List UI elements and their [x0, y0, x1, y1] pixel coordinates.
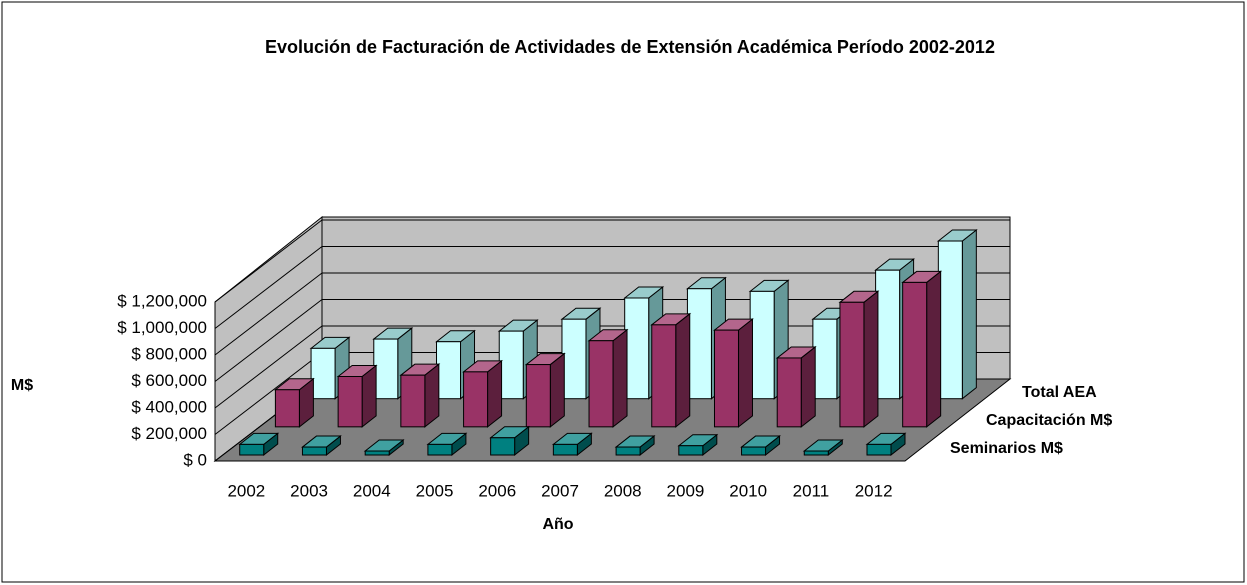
- y-tick-label: $ 0: [183, 450, 207, 469]
- legend-label: Total AEA: [1022, 384, 1097, 401]
- bar-front: [624, 297, 650, 400]
- bar: [399, 363, 441, 428]
- x-tick-label: 2002: [227, 481, 265, 500]
- bar-front: [400, 374, 426, 428]
- bar-side: [737, 318, 753, 428]
- bar-front: [776, 357, 802, 428]
- bar-side: [800, 345, 816, 428]
- bar: [238, 432, 280, 457]
- bar-front: [803, 450, 829, 456]
- bar: [775, 345, 817, 428]
- plot: [214, 219, 1010, 462]
- x-tick-label: 2010: [729, 481, 767, 500]
- y-tick-label: $ 200,000: [131, 424, 207, 443]
- bar: [740, 435, 781, 457]
- bar-side: [863, 290, 879, 428]
- bar-side: [961, 228, 977, 400]
- bar-front: [866, 443, 892, 456]
- bar: [650, 312, 692, 428]
- bar-front: [364, 450, 390, 456]
- bar: [372, 327, 414, 400]
- legend-label: Seminarios M$: [950, 440, 1063, 457]
- bar-front: [749, 290, 775, 400]
- bar-front: [490, 437, 516, 456]
- bar-front: [713, 329, 739, 428]
- bar-front: [615, 446, 641, 456]
- bar-front: [812, 318, 838, 400]
- bar-front: [686, 288, 712, 400]
- y-tick-label: $ 800,000: [131, 344, 207, 363]
- grid-line: [214, 272, 323, 356]
- bar: [838, 290, 880, 428]
- bar-front: [651, 324, 677, 428]
- x-tick-label: 2003: [290, 481, 328, 500]
- bar: [462, 359, 504, 428]
- x-tick-label: 2012: [855, 481, 893, 500]
- bar-front: [561, 318, 587, 400]
- bar-front: [427, 443, 453, 456]
- bar: [426, 432, 468, 457]
- bar: [901, 270, 943, 428]
- bar-front: [875, 269, 901, 400]
- bar-front: [741, 446, 767, 456]
- bar-front: [310, 347, 336, 400]
- x-tick-label: 2005: [416, 481, 454, 500]
- bar-front: [463, 371, 489, 428]
- y-tick-label: $ 400,000: [131, 397, 207, 416]
- grid-line: [214, 325, 323, 409]
- bar: [936, 228, 978, 400]
- x-tick-label: 2004: [353, 481, 391, 500]
- bar: [865, 432, 907, 457]
- x-tick-label: 2009: [667, 481, 705, 500]
- x-tick-label: 2011: [793, 481, 830, 500]
- chart-title: Evolución de Facturación de Actividades …: [265, 37, 995, 57]
- bar-front: [301, 446, 327, 456]
- bar: [301, 435, 342, 457]
- x-tick-label: 2006: [478, 481, 516, 500]
- bar-front: [937, 240, 963, 400]
- bar-front: [552, 443, 578, 456]
- bar-side: [675, 312, 691, 428]
- bar: [587, 328, 629, 428]
- bar-front: [274, 389, 300, 428]
- y-axis-label: M$: [11, 377, 33, 394]
- grid-line: [214, 219, 323, 303]
- bar-front: [337, 375, 363, 428]
- bar: [363, 438, 405, 457]
- y-tick-label: $ 1,000,000: [117, 318, 207, 337]
- x-tick-label: 2007: [541, 481, 579, 500]
- bar-front: [436, 341, 462, 400]
- x-tick-label: 2008: [604, 481, 642, 500]
- grid-line: [214, 299, 323, 382]
- bar-front: [902, 281, 928, 428]
- bar-side: [926, 270, 942, 428]
- x-axis-label: Año: [542, 516, 573, 533]
- bar: [614, 435, 656, 457]
- bar-side: [549, 352, 565, 428]
- bar-front: [588, 340, 614, 428]
- bar: [489, 425, 531, 457]
- bar-front: [839, 301, 865, 428]
- bar-front: [498, 330, 524, 400]
- legend-label: Capacitación M$: [986, 412, 1112, 429]
- bar-front: [239, 443, 265, 456]
- bar: [551, 432, 593, 457]
- y-tick-label: $ 600,000: [131, 371, 207, 390]
- grid-line: [214, 352, 323, 435]
- bar-side: [612, 328, 628, 428]
- grid-line: [214, 246, 323, 329]
- bar-front: [525, 364, 551, 428]
- y-tick-label: $ 1,200,000: [117, 291, 207, 310]
- bar: [273, 377, 315, 428]
- bar: [713, 318, 754, 428]
- bar-front: [678, 445, 704, 456]
- bar-front: [373, 338, 399, 400]
- bar: [524, 352, 566, 428]
- bar: [677, 433, 719, 457]
- bar: [336, 364, 378, 428]
- bar: [802, 438, 844, 457]
